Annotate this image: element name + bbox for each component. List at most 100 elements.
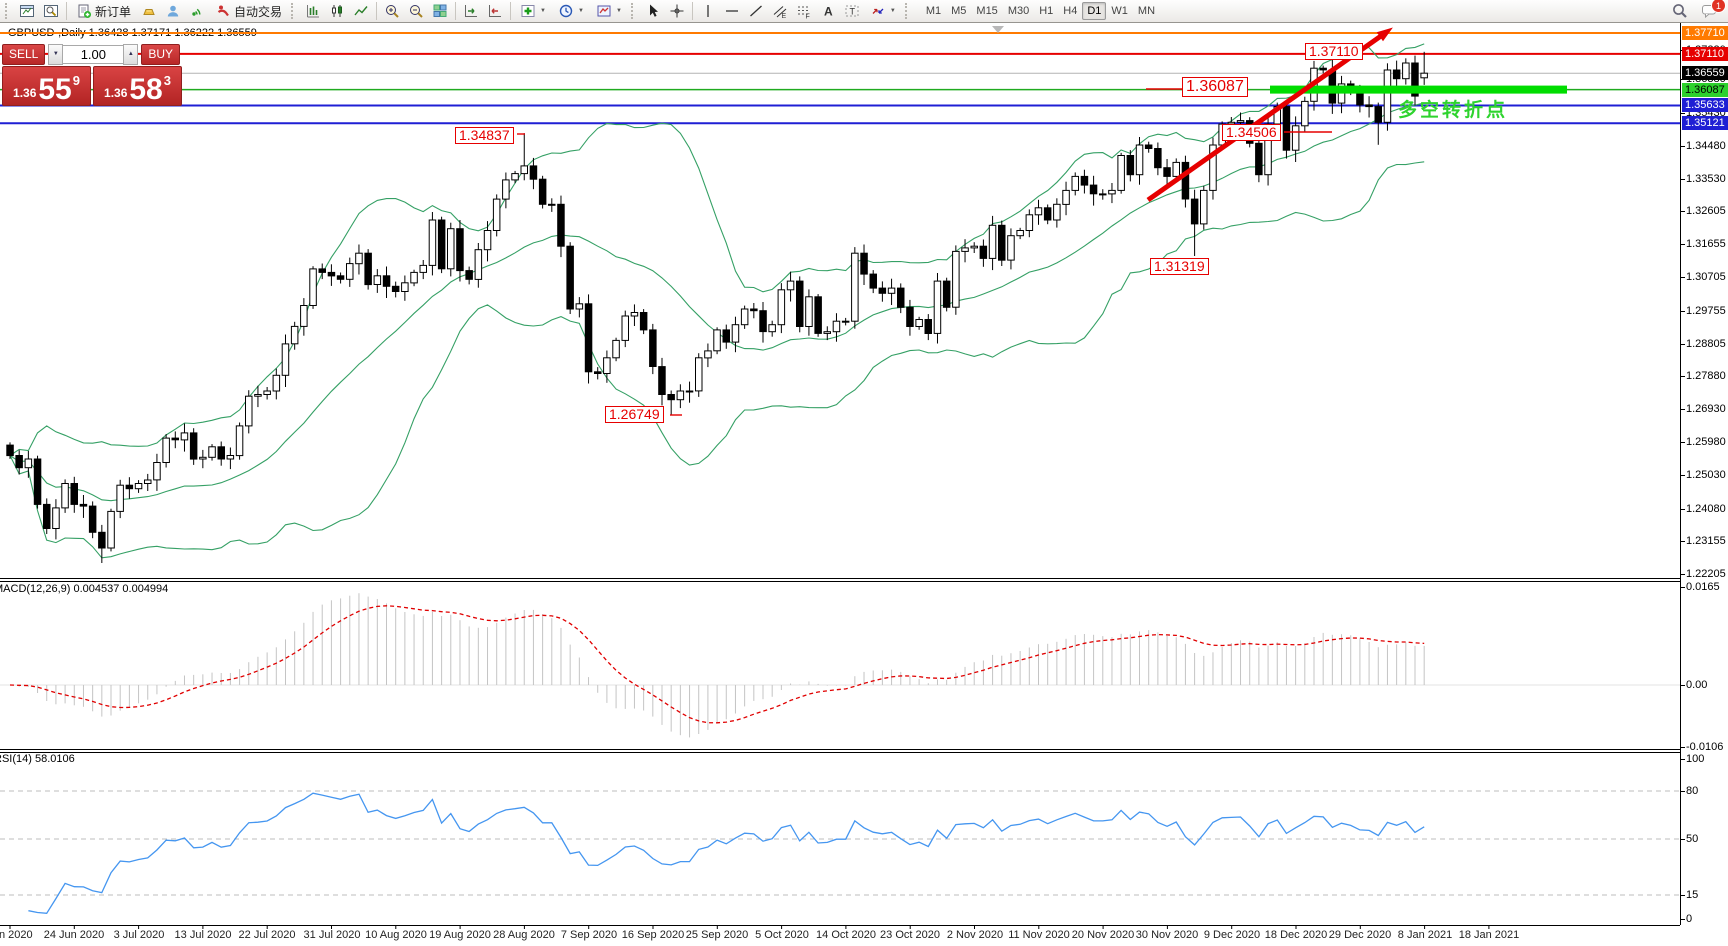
search-button[interactable] (1668, 1, 1692, 21)
signal-icon (192, 8, 201, 16)
vertical-line-button[interactable] (696, 1, 720, 21)
buy-button[interactable]: BUY (141, 43, 181, 65)
market-watch-button[interactable] (137, 1, 161, 21)
price-annotation[interactable]: 1.36087 (1182, 77, 1248, 97)
community-button[interactable] (161, 1, 185, 21)
zoom-out-button[interactable] (404, 1, 428, 21)
line-chart-type-button[interactable] (349, 1, 373, 21)
turning-point-label[interactable]: 多空转折点 (1398, 100, 1509, 121)
buy-price-point: 3 (163, 73, 171, 88)
time-axis[interactable]: Jun 2020 24 Jun 2020 3 Jul 2020 13 Jul 2020… (0, 926, 1680, 946)
volume-input[interactable] (63, 44, 124, 64)
text-label-button[interactable]: T (840, 1, 864, 21)
price-axis-badge: 1.36087 (1682, 83, 1728, 97)
price-annotation[interactable]: 1.34837 (455, 127, 514, 145)
buy-price-box[interactable]: 1.36 58 3 (93, 66, 182, 106)
date-label: 25 Sep 2020 (685, 929, 749, 941)
timeframe-m5-button[interactable]: M5 (946, 2, 971, 20)
timeframe-toolbar: M1 M5 M15 M30 H1 H4 D1 W1 MN (921, 2, 1160, 20)
signals-button[interactable] (185, 1, 209, 21)
chart-shift-icon (489, 5, 502, 17)
macd-axis-tick: 0.0165 (1686, 581, 1720, 593)
chart-shift-button[interactable] (483, 1, 507, 21)
date-label: 24 Jun 2020 (43, 929, 105, 941)
price-axis-tick: 1.29755 (1686, 305, 1726, 317)
price-axis-tick: 1.23155 (1686, 535, 1726, 547)
timeframe-m1-button[interactable]: M1 (921, 2, 946, 20)
gold-bar-icon (143, 9, 155, 15)
toolbar-grip[interactable] (630, 3, 638, 19)
periods-button[interactable]: ▼ (552, 1, 590, 21)
templates-button[interactable]: ▼ (590, 1, 628, 21)
timeframe-h4-button[interactable]: H4 (1058, 2, 1082, 20)
indicators-button[interactable]: ▼ (514, 1, 552, 21)
price-axis[interactable]: 1.372201.363801.354301.344801.335301.326… (1680, 23, 1728, 925)
chart-window[interactable]: GBPUSD-,Daily 1.36428 1.37171 1.36222 1.… (0, 23, 1728, 946)
date-label: 14 Oct 2020 (816, 929, 876, 941)
horizontal-line-button[interactable] (720, 1, 744, 21)
axis-tick-mark (1681, 211, 1685, 212)
chart-window-icon (20, 5, 34, 17)
chart-window-button[interactable] (15, 1, 39, 21)
sell-button[interactable]: SELL (2, 43, 46, 65)
toolbar-grip[interactable] (904, 3, 912, 19)
date-label: 28 Aug 2020 (493, 929, 555, 941)
trendline-button[interactable] (744, 1, 768, 21)
new-order-button[interactable]: 新订单 (70, 1, 137, 21)
date-label: 29 Dec 2020 (1328, 929, 1392, 941)
svg-text:A: A (824, 5, 833, 19)
macd-axis-tick: 0.00 (1686, 679, 1708, 691)
auto-trading-button[interactable]: 自动交易 (209, 1, 288, 21)
timeframe-d1-button[interactable]: D1 (1082, 2, 1107, 20)
tile-windows-button[interactable] (428, 1, 452, 21)
auto-trading-label: 自动交易 (234, 4, 283, 19)
timeframe-m30-button[interactable]: M30 (1003, 2, 1034, 20)
notifications-button[interactable]: 1 (1698, 0, 1726, 21)
toolbar-grip[interactable] (291, 3, 298, 19)
chart-preview-button[interactable] (39, 1, 63, 21)
axis-tick-mark (1681, 509, 1685, 510)
volume-decrease-button[interactable]: ▼ (48, 43, 64, 65)
price-axis-tick: 1.33530 (1686, 173, 1726, 185)
price-annotation[interactable]: 1.31319 (1150, 258, 1209, 276)
text-button[interactable]: A (816, 1, 840, 21)
timeframe-m15-button[interactable]: M15 (971, 2, 1002, 20)
bar-chart-type-button[interactable] (301, 1, 325, 21)
line-chart-icon (354, 6, 368, 16)
fibonacci-button[interactable]: F (792, 1, 816, 21)
date-label: 18 Jan 2021 (1458, 929, 1520, 941)
cursor-button[interactable] (641, 1, 665, 21)
price-annotation[interactable]: 1.37110 (1305, 43, 1363, 61)
volume-stepper: ▼ ▲ (48, 43, 139, 65)
timeframe-h1-button[interactable]: H1 (1034, 2, 1058, 20)
rsi-axis-tick: 50 (1686, 833, 1699, 845)
text-label-icon: T (845, 5, 859, 17)
rsi-axis-tick: 0 (1686, 913, 1693, 925)
price-annotation[interactable]: 1.34506 (1222, 124, 1281, 142)
axis-tick-mark (1681, 442, 1685, 443)
zoom-in-button[interactable] (380, 1, 404, 21)
price-annotation[interactable]: 1.26749 (605, 406, 664, 424)
chevron-down-icon: ▼ (889, 8, 896, 14)
auto-scroll-button[interactable] (459, 1, 483, 21)
axis-tick-mark (1681, 475, 1685, 476)
equidistant-channel-button[interactable]: E (768, 1, 792, 21)
timeframe-w1-button[interactable]: W1 (1106, 2, 1133, 20)
sell-price-pips: 55 (38, 72, 72, 106)
toolbar-grip[interactable] (5, 3, 12, 19)
axis-tick-mark (1681, 179, 1685, 180)
date-label: 18 Dec 2020 (1264, 929, 1328, 941)
axis-tick-mark (1681, 146, 1685, 147)
search-icon (1673, 4, 1687, 18)
crosshair-button[interactable] (665, 1, 689, 21)
axis-tick-mark (1681, 344, 1685, 345)
price-chart[interactable] (0, 23, 1680, 946)
arrows-button[interactable]: ▼ (864, 1, 902, 21)
candlestick-chart-type-button[interactable] (325, 1, 349, 21)
timeframe-mn-button[interactable]: MN (1133, 2, 1160, 20)
new-order-icon (78, 4, 91, 18)
sell-price-box[interactable]: 1.36 55 9 (2, 66, 91, 106)
axis-tick-mark (1681, 919, 1685, 920)
volume-increase-button[interactable]: ▲ (123, 43, 139, 65)
